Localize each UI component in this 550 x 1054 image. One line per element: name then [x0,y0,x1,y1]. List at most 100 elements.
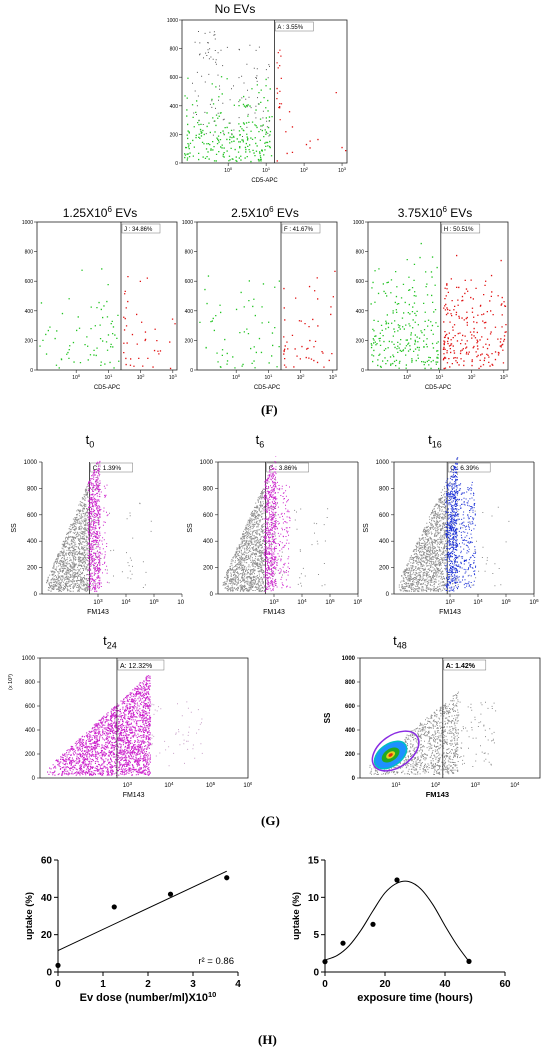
x-tick-label: 101 [436,373,445,381]
x-tick-label: 104 [510,781,520,789]
gated-events [263,456,291,592]
y-tick-label: 600 [170,75,179,81]
sparse-events-marks [144,701,203,767]
y-tick-label: 0 [46,968,52,979]
x-tick-label: 102 [297,373,306,381]
x-tick-label: 4 [235,979,241,990]
gate-label: C : 1.39% [93,465,122,472]
gated-events-marks [263,456,291,592]
section-f-label: (F) [261,402,278,417]
y-tick-label: 200 [27,566,38,572]
y-axis-label: SS [363,523,370,533]
contour-outer [371,730,420,772]
x-axis-label: FM143 [87,609,109,616]
x-tick-label: 1 [100,979,106,990]
gate-label-box [443,659,487,671]
plot-frame [39,657,249,779]
red-events-upper-marks [276,49,283,121]
r-squared-label: r² = 0.86 [198,956,234,967]
panel-title-t0: t0 [85,432,95,450]
plot-frame [181,19,348,164]
x-tick-label: 104 [297,598,307,606]
panel-title-t24: t24 [103,633,117,651]
gate-label-box [90,462,133,473]
x-tick-label: 101 [265,373,274,381]
x-tick-label: 102 [468,373,477,381]
green-events [199,275,280,369]
red-events [442,254,507,370]
flow-plot-2.5e6-evs: 0 200 400 600 800 1000 100 101 102 103 CD5-APC F : … [182,220,338,391]
green-events-marks [199,275,280,369]
red-events [283,270,336,368]
x-tick-label: 102 [300,166,309,174]
flow-plot-t16: 0 200 400 600 800 1000 SS 103 104 105 106 FM143 C : … [363,457,539,616]
green-events-marks [39,268,120,369]
y-tick-label: 10 [308,893,320,904]
gate-label-box [441,223,481,234]
y-tick-label: 600 [203,513,214,519]
gate-label: A : 3.55% [277,25,303,31]
gray-events-marks [222,479,329,592]
y-tick-label: 1000 [376,460,390,466]
y-tick-label: 1000 [24,460,38,466]
red-events [276,87,347,162]
y-tick-label: 1000 [182,220,193,226]
x-tick-label: 100 [224,166,233,174]
y-tick-label: 800 [203,486,214,492]
y-tick-label: 600 [345,704,356,710]
x-tick-label: 100 [403,373,412,381]
panel-title-t16: t16 [428,432,442,450]
uptake-vs-dose-chart: 0 20 40 60 0 1 2 3 4 uptake (%) Ev dose (number/ml… [24,856,241,1005]
gray-events-marks [46,463,152,592]
plot-frame [196,221,338,371]
flow-plot-no-evs: 0 200 400 600 800 1000 100 101 102 103 CD5-APC A : … [167,18,348,184]
gate-label: A: 1.42% [446,663,476,670]
plot-frame [367,221,509,371]
x-tick-label: 103 [269,598,279,606]
y-axis-label: SS [323,712,332,723]
red-events [123,276,176,370]
y-tick-label: 1000 [22,220,33,226]
fit-line [57,870,227,951]
x-tick-label: 101 [105,373,114,381]
gate-label: A: 12.32% [120,663,152,670]
panel-title-3.75e6-evs: 3.75X106 EVs [397,205,473,220]
y-tick-label: 200 [185,338,194,344]
gated-events [47,675,152,776]
y-tick-label: 800 [356,250,365,256]
flow-plot-3.75e6-evs: 0 200 400 600 800 1000 100 101 102 103 CD5-APC H : … [353,220,509,391]
flow-plot-t6: 0 200 400 600 800 1000 SS 103 104 105 106 FM143 C : … [187,456,362,616]
x-tick-label: 101 [391,781,401,789]
y-tick-label: 600 [27,513,38,519]
y-tick-label: 0 [386,592,390,598]
x-tick-label: 105 [325,598,335,606]
panel-title-t6: t6 [255,432,265,450]
x-tick-label: 3 [190,979,196,990]
data-point [55,962,61,968]
x-tick-label: 103 [445,598,455,606]
y-tick-label: 5 [313,930,319,941]
x-tick-label: 101 [262,166,271,174]
y-tick-label: 1000 [353,220,364,226]
flow-plot-t24: 0 200 400 600 800 1000 (x 10³) 103 104 105 106 FM14… [8,656,252,799]
x-tick-label: 103 [329,373,338,381]
y-tick-label: 200 [203,566,214,572]
gray-events [369,691,497,775]
panel-title-1.25e6-evs: 1.25X106 EVs [62,205,138,220]
section-g-label: (G) [261,813,280,828]
y-tick-label: 1000 [342,656,356,662]
data-point [394,877,400,883]
gate-label-box [281,223,321,234]
x-tick-label: 103 [500,373,509,381]
y-tick-label: 400 [356,309,365,315]
gray-events [46,463,152,592]
y-tick-label: 400 [379,539,390,545]
x-axis-label: CD5-APC [251,178,278,184]
gated-events-marks [445,457,477,592]
y-tick-label: 800 [185,250,194,256]
gate-label: F : 41.67% [284,227,314,233]
gated-events [445,457,477,592]
x-tick-label: 103 [93,598,103,606]
gate-label-box [275,21,314,32]
uptake-vs-time-chart: 0 5 10 15 0 20 40 60 uptake (%) exposure time (ho… [291,856,511,1005]
